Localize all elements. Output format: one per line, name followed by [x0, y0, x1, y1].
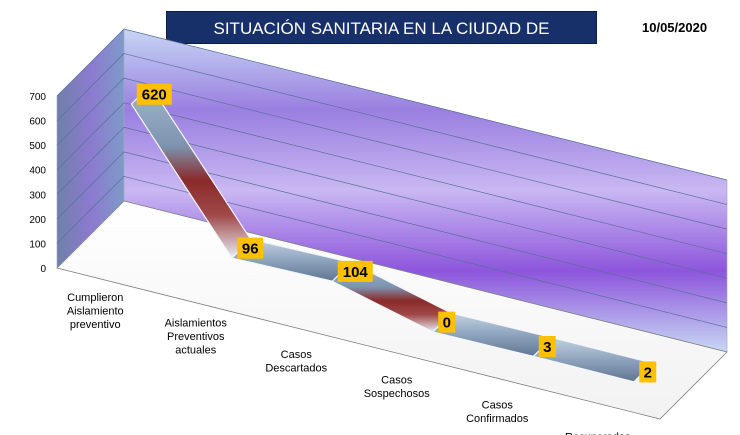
y-tick-label: 300: [29, 190, 46, 201]
data-label-text: 2: [644, 364, 652, 381]
y-axis: 0 100 200 300 400 500 600 700: [29, 92, 46, 275]
x-tick-label: Casos Sospechosos: [364, 374, 431, 400]
chart-gridlines: [56, 28, 728, 328]
x-tick-label: Cumplieron Aislamiento preventivo: [67, 292, 124, 331]
data-label: 3: [538, 336, 556, 358]
y-tick-label: 600: [29, 117, 46, 128]
gridline: [56, 151, 728, 304]
data-label-text: 96: [242, 241, 259, 258]
data-label-text: 104: [343, 264, 369, 281]
data-label: 2: [639, 361, 657, 383]
y-tick-label: 400: [29, 166, 46, 177]
data-label: 0: [438, 311, 456, 333]
date-label: 10/05/2020: [642, 20, 708, 35]
y-tick-label: 200: [29, 215, 46, 226]
x-tick-label: Aislamientos Preventivos actuales: [165, 317, 228, 356]
data-label-text: 0: [443, 315, 451, 332]
data-label-bg: [538, 336, 556, 358]
gridline: [56, 28, 728, 181]
data-label: 96: [237, 237, 264, 259]
gridline: [56, 102, 728, 255]
y-tick-label: 700: [29, 92, 46, 103]
x-axis: Cumplieron Aislamiento preventivo Aislamien…: [67, 292, 631, 435]
chart-title: SITUACIÓN SANITARIA EN LA CIUDAD DE OLAV…: [166, 11, 597, 71]
x-tick-label: Recuperados: [565, 431, 631, 435]
gridline: [56, 53, 728, 205]
y-tick-label: 0: [40, 264, 46, 275]
y-tick-label: 100: [29, 239, 46, 250]
data-label: 620: [136, 83, 172, 105]
data-label-bg: [639, 361, 657, 383]
data-label-bg: [337, 260, 373, 282]
gridline: [56, 77, 728, 230]
x-tick-label: Casos Confirmados: [466, 400, 529, 426]
y-tick-label: 500: [29, 141, 46, 152]
data-label: 104: [337, 260, 373, 282]
gridline: [56, 126, 728, 279]
data-label-text: 620: [142, 87, 167, 104]
data-labels: 620 96 104 0 3 2: [136, 83, 657, 383]
data-label-bg: [438, 311, 456, 333]
x-tick-label: Casos Descartados: [265, 349, 327, 375]
data-label-bg: [237, 237, 264, 259]
data-label-bg: [136, 83, 172, 105]
data-label-text: 3: [543, 339, 551, 356]
gridline: [56, 176, 728, 328]
